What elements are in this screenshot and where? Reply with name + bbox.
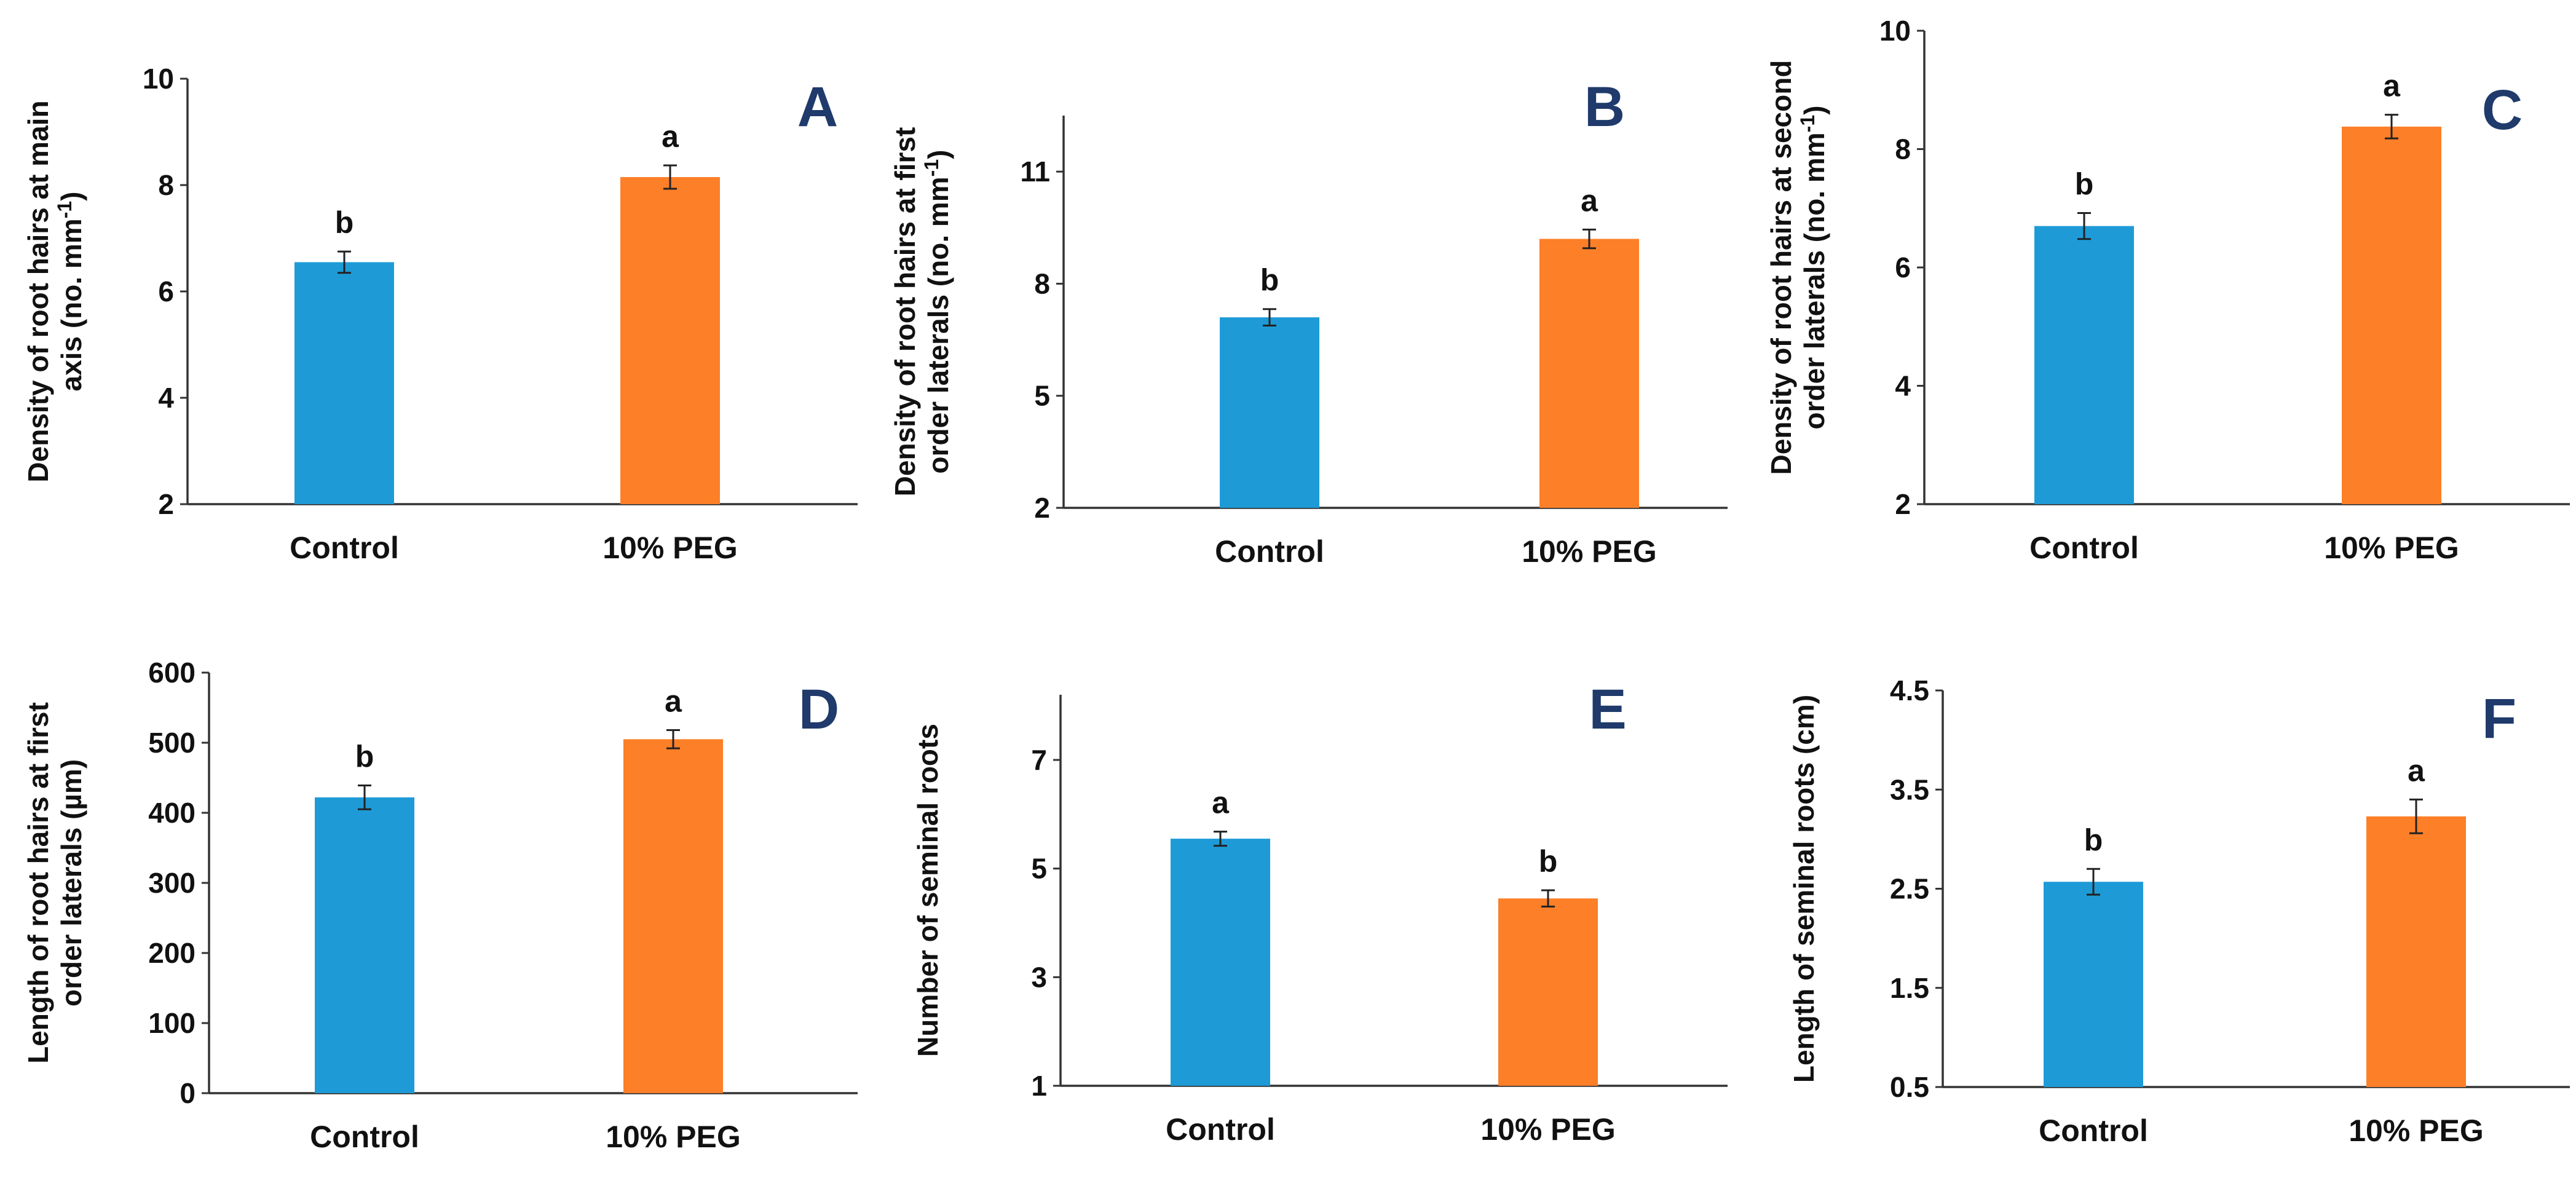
y-tick-label: 10 [143, 63, 174, 95]
y-tick-label: 1.5 [1890, 972, 1929, 1004]
category-label: 10% PEG [603, 531, 738, 565]
y-axis-label: Length of seminal roots (cm) [1788, 695, 1820, 1083]
category-label: 10% PEG [1480, 1112, 1616, 1147]
y-tick-label: 6 [1895, 251, 1911, 283]
error-bar [1214, 831, 1227, 847]
y-tick-label: 100 [148, 1007, 196, 1039]
y-tick-label: 2 [158, 488, 174, 520]
y-tick-label: 0.5 [1890, 1071, 1929, 1103]
significance-label: a [665, 684, 682, 718]
category-label: Control [290, 531, 399, 565]
category-label: Control [2029, 531, 2139, 565]
error-bar [358, 785, 371, 810]
y-tick-label: 3 [1031, 961, 1047, 993]
error-bar [2385, 114, 2398, 140]
bar-peg [2342, 126, 2441, 505]
y-tick-label: 300 [148, 867, 196, 899]
error-bar [2077, 212, 2091, 240]
y-tick-label: 10 [1879, 15, 1911, 47]
y-tick-label: 400 [148, 797, 196, 829]
significance-label: b [355, 740, 374, 774]
y-tick-label: 600 [148, 657, 196, 689]
bar-control [1171, 839, 1270, 1086]
panel-letter: F [2482, 687, 2516, 750]
y-tick-label: 6 [158, 275, 174, 307]
significance-label: a [1581, 183, 1598, 218]
significance-label: a [662, 119, 679, 154]
y-tick-label: 3.5 [1890, 773, 1929, 805]
y-tick-label: 200 [148, 937, 196, 969]
significance-label: b [335, 205, 354, 240]
bar-control [294, 262, 394, 504]
chart-panel-d: 0 100 200 300 400 500 600 b Control a 10% PEG D Leng… [22, 657, 858, 1154]
category-label: Control [2039, 1113, 2148, 1148]
panel-letter: E [1589, 678, 1626, 741]
significance-label: a [2408, 753, 2425, 788]
y-tick-label: 2 [1034, 492, 1050, 524]
significance-label: b [2075, 167, 2094, 201]
bar-control [315, 797, 414, 1093]
panel-letter: B [1584, 76, 1625, 138]
significance-label: b [1260, 263, 1279, 298]
error-bar [1582, 228, 1596, 250]
panel-letter: A [797, 76, 838, 138]
y-tick-label: 8 [158, 169, 174, 201]
y-tick-label: 5 [1034, 380, 1050, 412]
y-tick-label: 2.5 [1890, 873, 1929, 905]
significance-label: b [1539, 844, 1558, 879]
y-tick-label: 0 [180, 1077, 196, 1109]
y-tick-label: 5 [1031, 853, 1047, 885]
error-bar [663, 164, 677, 190]
significance-label: b [2084, 823, 2103, 857]
category-label: Control [1215, 534, 1324, 569]
error-bar [1541, 889, 1555, 907]
category-label: 10% PEG [2324, 531, 2459, 565]
y-axis-label: Number of seminal roots [912, 724, 944, 1057]
y-tick-label: 4 [1895, 370, 1911, 402]
category-label: Control [310, 1120, 419, 1154]
error-bar [2087, 868, 2100, 896]
y-tick-label: 500 [148, 727, 196, 759]
panel-letter: C [2482, 79, 2523, 141]
error-bar [338, 250, 351, 274]
error-bar [1263, 308, 1276, 326]
bar-peg [623, 739, 723, 1093]
chart-panel-e: 1 3 5 7 a Control b 10% PEG E Number of seminal r… [912, 678, 1728, 1147]
y-tick-label: 4.5 [1890, 674, 1929, 706]
category-label: 10% PEG [2349, 1113, 2484, 1148]
bar-peg [1539, 239, 1639, 508]
y-tick-label: 4 [158, 382, 174, 414]
bar-control [2044, 882, 2143, 1087]
significance-label: a [1212, 786, 1230, 820]
y-tick-label: 8 [1034, 267, 1050, 299]
y-axis-label: Density of root hairs at firstorder late… [889, 127, 954, 497]
y-tick-label: 2 [1895, 488, 1911, 520]
y-tick-label: 1 [1031, 1070, 1047, 1102]
error-bar [666, 729, 680, 749]
bar-control [2034, 226, 2134, 504]
chart-panel-c: 2 4 6 8 10 b Control a 10% PEG C Density of root h… [1765, 15, 2570, 565]
significance-label: a [2383, 69, 2401, 103]
chart-panel-a: 2 4 6 8 10 b Control a 10% PEG A Density of root h… [22, 63, 858, 565]
panel-letter: D [799, 678, 839, 741]
category-label: 10% PEG [606, 1120, 741, 1154]
bar-peg [2366, 816, 2466, 1087]
y-tick-label: 8 [1895, 133, 1911, 165]
chart-panel-f: 0.5 1.5 2.5 3.5 4.5 b Control a 10% PEG F Length o… [1788, 674, 2570, 1148]
y-tick-label: 11 [1020, 156, 1050, 188]
y-axis-label: Length of root hairs at firstorder later… [22, 702, 87, 1064]
bar-peg [1498, 898, 1598, 1086]
y-tick-label: 7 [1031, 744, 1047, 776]
chart-panel-b: 2 5 8 11 b Control a 10% PEG B Density of root ha… [889, 76, 1728, 569]
error-bar [2409, 798, 2423, 834]
category-label: 10% PEG [1522, 534, 1657, 569]
bar-control [1220, 317, 1319, 508]
y-axis-label: Density of root hairs at mainaxis (no. m… [22, 100, 87, 482]
y-axis-label: Density of root hairs at secondorder lat… [1765, 60, 1830, 475]
bar-peg [620, 177, 720, 504]
category-label: Control [1166, 1112, 1275, 1147]
